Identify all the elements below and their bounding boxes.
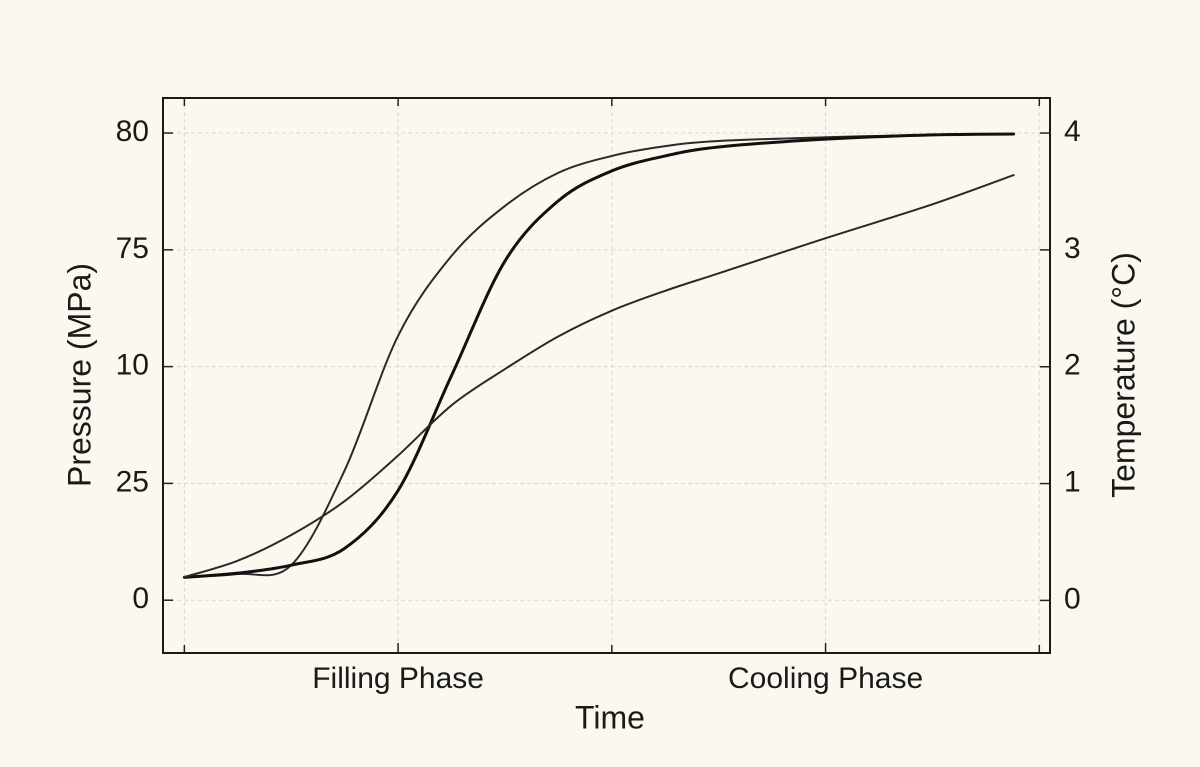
y2-tick-label: 1: [1064, 466, 1081, 499]
plot-frame: [162, 97, 1051, 654]
y-axis-label: Pressure (MPa): [61, 263, 97, 487]
x-tick-label: Filling Phase: [312, 662, 484, 695]
y-tick-label: 0: [132, 582, 149, 615]
y-tick-label: 80: [116, 115, 149, 148]
y-tick-label: 75: [116, 232, 149, 265]
x-axis-label: Time: [575, 699, 645, 735]
y2-axis-label: Temperature (°C): [1105, 252, 1141, 498]
line-series: [182, 132, 1016, 579]
x-tick-label: Cooling Phase: [728, 662, 923, 695]
y2-tick-label: 3: [1064, 232, 1081, 265]
line-series: [183, 132, 1015, 579]
y-tick-label: 10: [116, 349, 149, 382]
line-series: [183, 174, 1015, 579]
y2-tick-label: 0: [1064, 582, 1081, 615]
y2-tick-label: 4: [1064, 115, 1081, 148]
y2-tick-label: 2: [1064, 349, 1081, 382]
y-tick-label: 25: [116, 465, 149, 498]
